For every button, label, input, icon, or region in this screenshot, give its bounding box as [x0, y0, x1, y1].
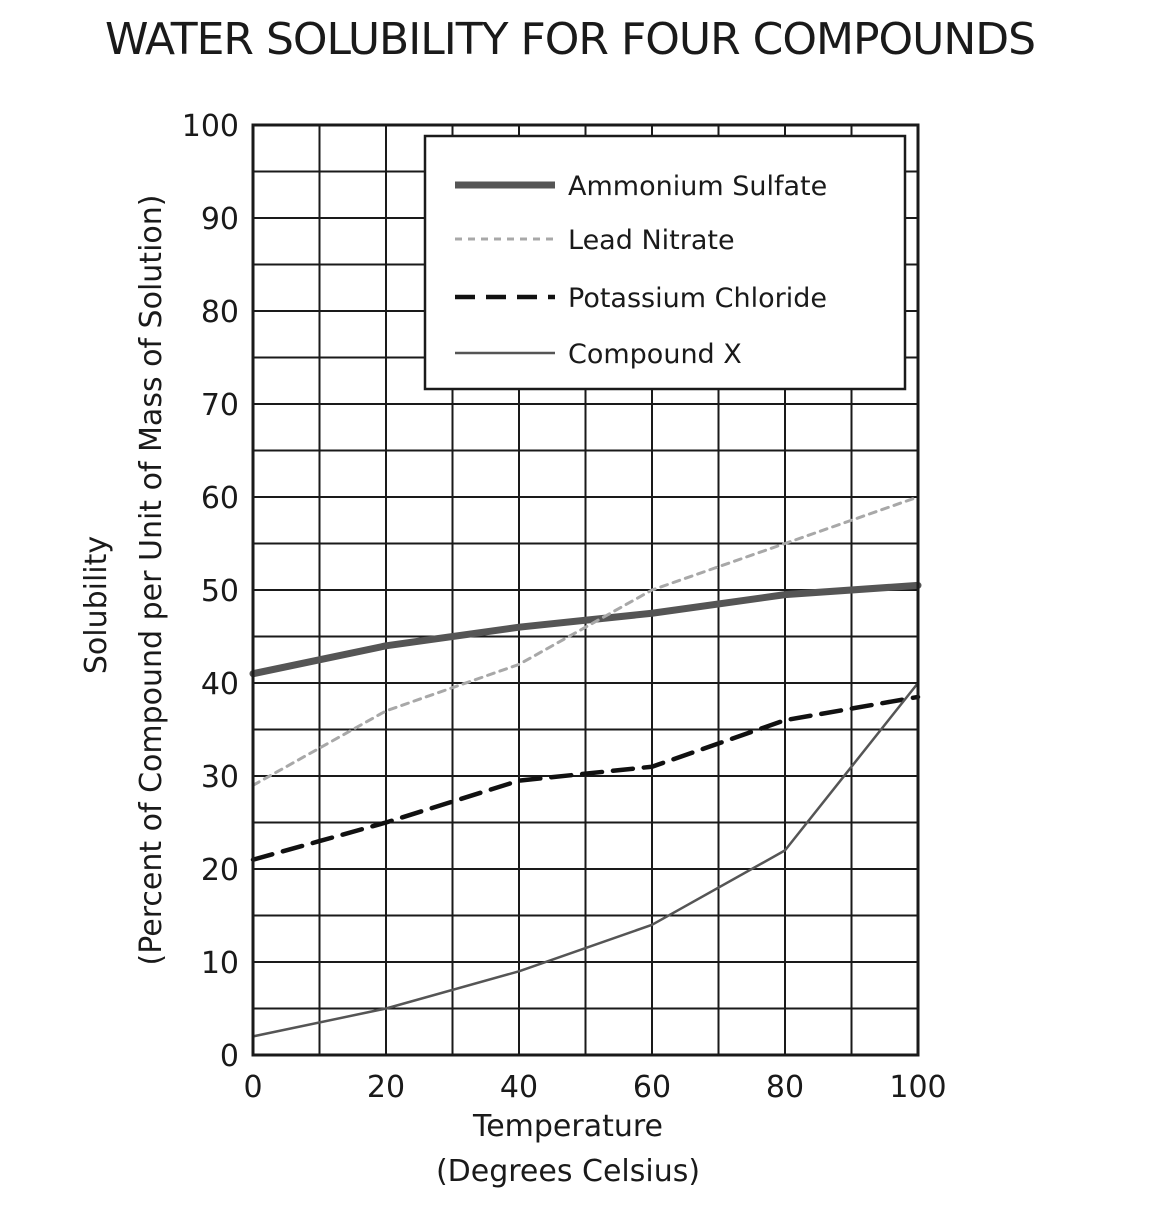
legend-box [423, 134, 907, 391]
x-tick-label: 100 [889, 1070, 946, 1105]
plot-border [251, 123, 920, 1057]
y-tick-label: 70 [201, 388, 239, 423]
y-tick-label: 0 [220, 1039, 239, 1074]
plot-frame [251, 123, 920, 1057]
series-line-ammonium-sulfate [249, 581, 922, 678]
y-axis-ticks: 0 10 20 30 40 50 60 70 80 90 100 [182, 109, 239, 1074]
legend-label: Ammonium Sulfate [568, 171, 827, 202]
y-tick-label: 90 [201, 202, 239, 237]
x-tick-label: 0 [243, 1070, 262, 1105]
x-tick-label: 60 [633, 1070, 671, 1105]
y-tick-label: 50 [201, 574, 239, 609]
y-tick-label: 100 [182, 109, 239, 144]
series-line-compound-x [251, 681, 920, 1038]
y-tick-label: 20 [201, 853, 239, 888]
legend: Ammonium Sulfate Lead Nitrate Potassium Ch… [423, 134, 907, 391]
chart-title: WATER SOLUBILITY FOR FOUR COMPOUNDS [104, 14, 1036, 65]
x-axis-subtitle: (Degrees Celsius) [436, 1154, 700, 1189]
x-tick-label: 20 [367, 1070, 405, 1105]
y-tick-label: 10 [201, 946, 239, 981]
y-tick-label: 30 [201, 760, 239, 795]
legend-label: Potassium Chloride [568, 283, 827, 314]
x-axis-ticks: 0 20 40 60 80 100 [243, 1070, 946, 1105]
y-axis-title: Solubility [79, 536, 114, 674]
x-axis-title: Temperature [472, 1109, 663, 1144]
x-tick-label: 40 [500, 1070, 538, 1105]
legend-label: Lead Nitrate [568, 225, 735, 256]
y-tick-label: 60 [201, 481, 239, 516]
x-tick-label: 80 [766, 1070, 804, 1105]
legend-label: Compound X [568, 339, 742, 370]
y-tick-label: 40 [201, 667, 239, 702]
series-line-lead-nitrate [251, 495, 920, 787]
series-lines [249, 495, 922, 1038]
series-line-potassium-chloride [250, 694, 921, 862]
y-axis-subtitle: (Percent of Compound per Unit of Mass of… [134, 195, 169, 966]
y-tick-label: 80 [201, 295, 239, 330]
